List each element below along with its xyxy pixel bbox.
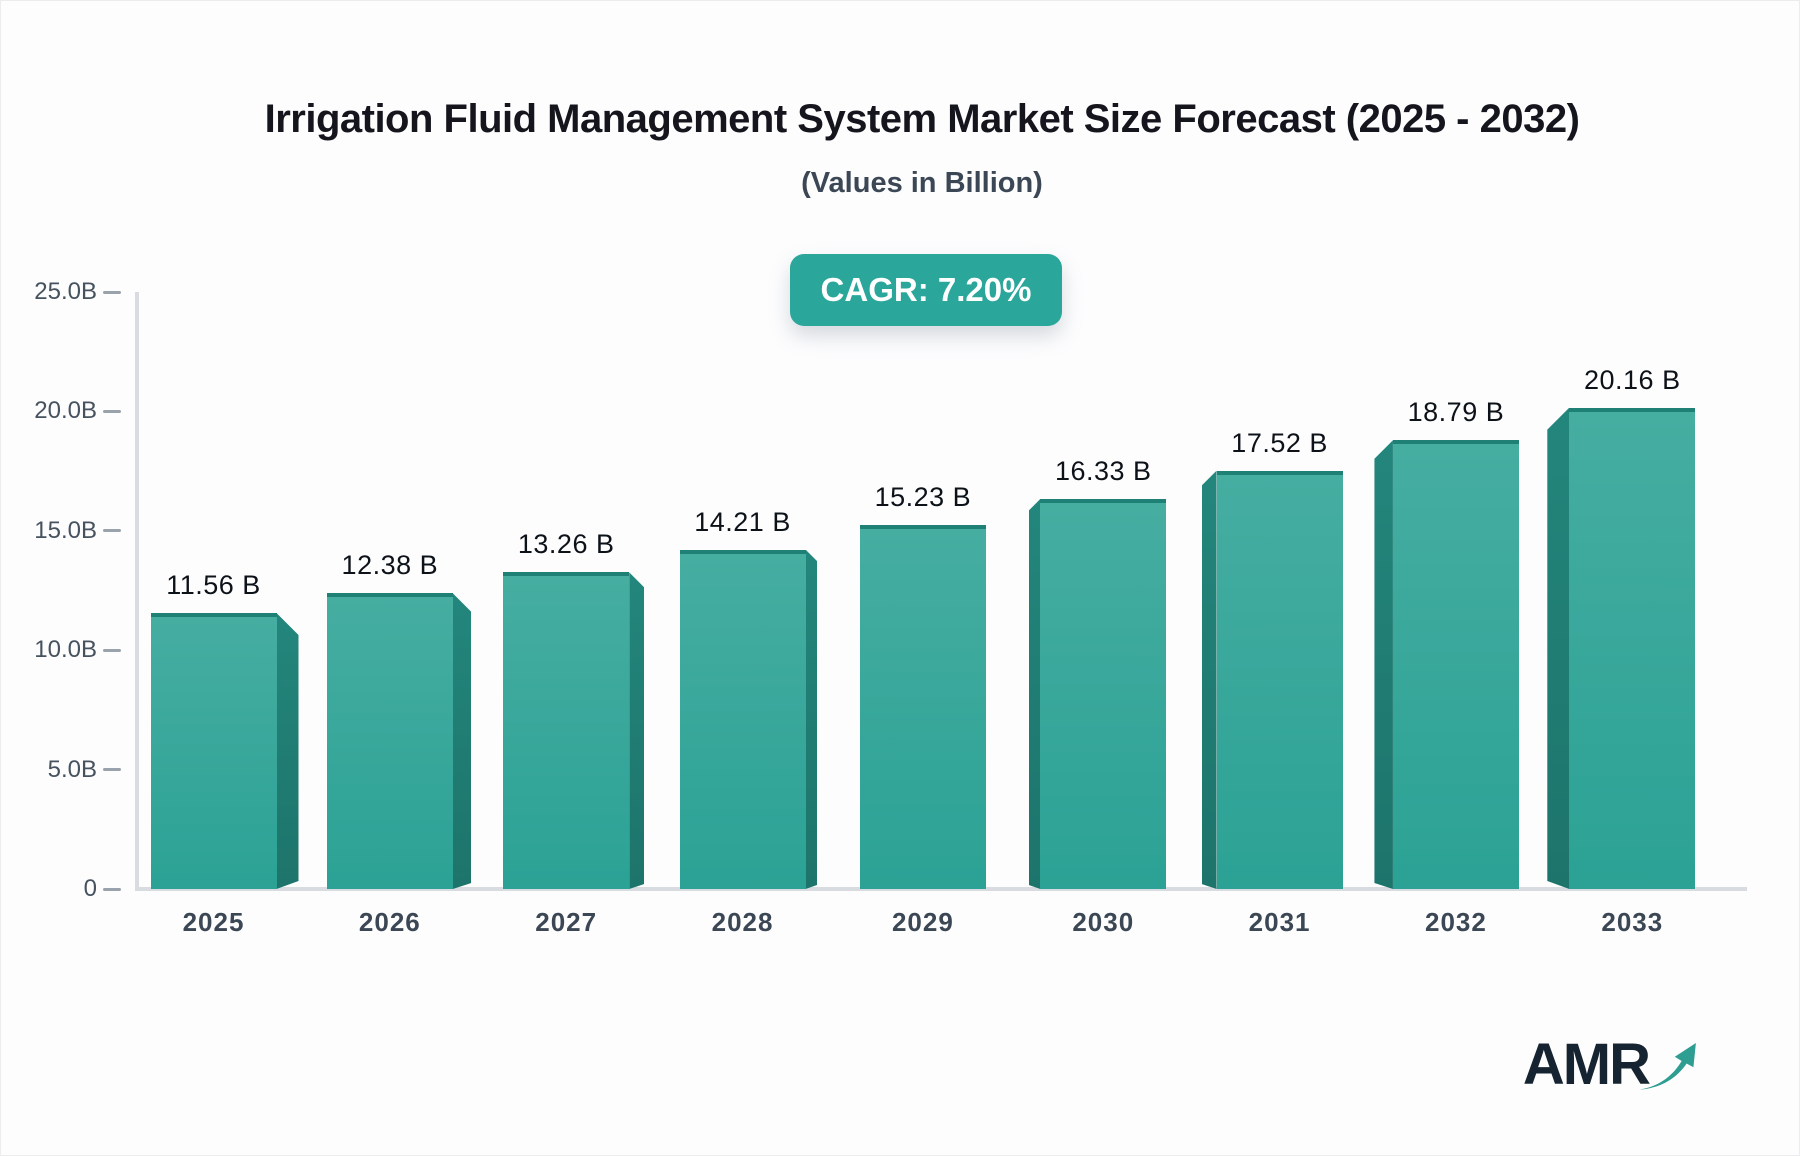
- bar-value-label: 12.38 B: [341, 550, 439, 581]
- cagr-badge-label: CAGR: 7.20%: [820, 271, 1032, 308]
- bar-2027: [503, 572, 630, 889]
- bar-side-2026: [453, 593, 472, 889]
- bar-side-2032: [1374, 440, 1393, 889]
- bar-value-label: 15.23 B: [874, 482, 972, 513]
- y-tick-dash: [103, 768, 121, 772]
- y-tick-dash: [103, 529, 121, 533]
- chart-subtitle: (Values in Billion): [801, 167, 1043, 199]
- x-axis-label-2025: 2025: [182, 907, 245, 937]
- y-tick-label: 10.0B: [34, 636, 97, 664]
- bar-2028: [679, 549, 806, 889]
- bar-value-label: 20.16 B: [1584, 364, 1681, 395]
- bar-side-2027: [629, 572, 644, 889]
- bar-2026: [326, 593, 453, 889]
- bar-side-2033: [1547, 408, 1569, 889]
- x-axis-label-2032: 2032: [1425, 907, 1487, 937]
- bar-2032: [1392, 440, 1519, 889]
- bar-value-label: 18.79 B: [1407, 397, 1505, 428]
- y-axis-line: [135, 292, 139, 889]
- bar-side-2031: [1202, 471, 1217, 889]
- bar-value-label: 14.21 B: [694, 506, 791, 537]
- x-axis-label-2033: 2033: [1601, 907, 1664, 937]
- x-axis-label-2030: 2030: [1072, 907, 1135, 937]
- y-tick-dash: [103, 648, 121, 652]
- bar-side-2025: [277, 613, 299, 889]
- bar-2030: [1040, 499, 1167, 889]
- bar-2029: [859, 525, 986, 889]
- bar-value-label: 16.33 B: [1054, 456, 1152, 487]
- bar-2031: [1216, 470, 1343, 889]
- bar-value-label: 17.52 B: [1231, 427, 1328, 458]
- x-axis-label-2029: 2029: [891, 907, 954, 937]
- x-axis-label-2031: 2031: [1248, 907, 1311, 937]
- bar-2033: [1569, 407, 1696, 889]
- bar-side-2028: [806, 550, 818, 889]
- growth-arrow-icon: [1635, 1035, 1701, 1102]
- amr-logo: AMR: [1523, 1031, 1701, 1098]
- y-tick-label: 15.0B: [34, 516, 97, 544]
- bar-value-label: 13.26 B: [517, 529, 615, 560]
- y-tick-label: 25.0B: [34, 278, 97, 305]
- bar-value-label: 11.56 B: [166, 569, 261, 600]
- x-axis-baseline: [135, 887, 1747, 891]
- x-axis-label-2027: 2027: [535, 907, 598, 937]
- x-axis-label-2026: 2026: [358, 907, 421, 937]
- y-tick-dash: [103, 290, 121, 294]
- amr-logo-text: AMR: [1522, 1032, 1651, 1097]
- y-tick-dash: [103, 409, 121, 413]
- chart-title: Irrigation Fluid Management System Marke…: [264, 97, 1580, 141]
- cagr-badge: CAGR: 7.20%: [790, 254, 1062, 326]
- plot-area: 0 5.0B 10.0B 15.0B 20.0B 25.0B 11.56 B 2025 12.3…: [34, 278, 1747, 937]
- y-tick-label: 5.0B: [47, 755, 97, 783]
- y-tick-dash: [103, 887, 121, 891]
- y-tick-label: 20.0B: [34, 397, 97, 425]
- x-axis-label-2028: 2028: [711, 907, 774, 937]
- bar-side-2030: [1029, 499, 1041, 889]
- bar-2025: [150, 612, 277, 889]
- y-tick-label: 0: [83, 875, 97, 902]
